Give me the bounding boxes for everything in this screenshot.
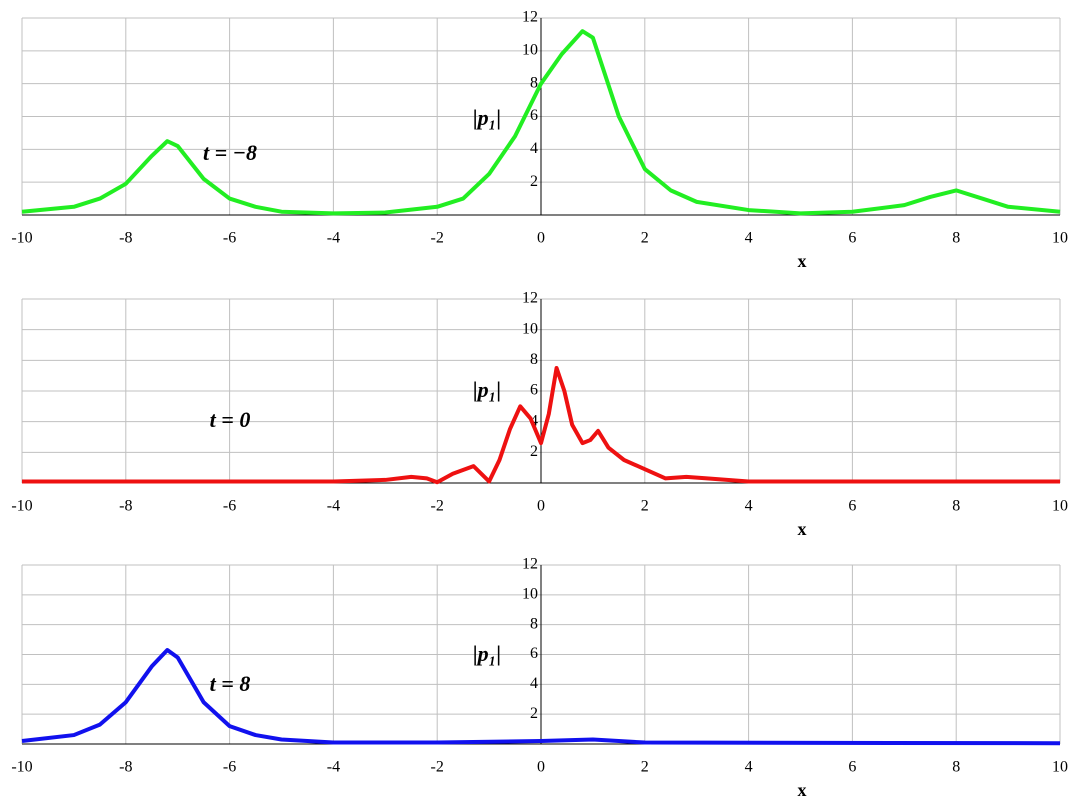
x-tick-label: -2 [431, 498, 444, 515]
y-tick-label: 6 [530, 382, 538, 399]
y-tick-label: 6 [530, 107, 538, 124]
data-line [22, 366, 1060, 485]
x-tick-label: 10 [1052, 759, 1068, 776]
x-tick-label: 2 [641, 230, 649, 247]
x-tick-label: 0 [537, 759, 545, 776]
x-tick-label: -2 [431, 230, 444, 247]
x-tick-label: -10 [11, 498, 32, 515]
x-tick-label: -4 [327, 759, 340, 776]
x-tick-label: -8 [119, 759, 132, 776]
x-tick-label: -8 [119, 498, 132, 515]
x-axis-label: x [798, 519, 807, 539]
x-tick-label: 0 [537, 498, 545, 515]
x-tick-label: 8 [952, 759, 960, 776]
x-tick-label: -2 [431, 759, 444, 776]
x-tick-label: 4 [745, 759, 753, 776]
y-tick-label: 10 [522, 42, 538, 59]
x-tick-label: 10 [1052, 230, 1068, 247]
y-tick-label: 10 [522, 320, 538, 337]
y-axis-label: |p₁| [473, 641, 501, 666]
y-tick-label: 8 [530, 351, 538, 368]
y-tick-label: 8 [530, 74, 538, 91]
y-axis-label: |p₁| [473, 105, 501, 130]
x-tick-label: 4 [745, 498, 753, 515]
x-tick-label: -10 [11, 230, 32, 247]
x-axis-label: x [798, 251, 807, 271]
y-tick-label: 12 [522, 556, 538, 573]
y-axis-label: |p₁| [473, 377, 501, 402]
x-axis-label: x [798, 780, 807, 800]
x-tick-label: 2 [641, 498, 649, 515]
y-tick-label: 6 [530, 645, 538, 662]
annotation: t = 0 [210, 407, 251, 432]
x-tick-label: 2 [641, 759, 649, 776]
x-tick-label: -6 [223, 230, 236, 247]
y-tick-label: 12 [522, 290, 538, 307]
y-tick-label: 4 [530, 140, 538, 157]
y-tick-label: 4 [530, 412, 538, 429]
x-tick-label: 10 [1052, 498, 1068, 515]
x-tick-label: 8 [952, 230, 960, 247]
x-tick-label: -6 [223, 498, 236, 515]
y-tick-label: 10 [522, 586, 538, 603]
y-tick-label: 4 [530, 675, 538, 692]
x-tick-label: -4 [327, 230, 340, 247]
x-tick-label: 0 [537, 230, 545, 247]
y-tick-label: 8 [530, 615, 538, 632]
y-tick-label: 12 [522, 9, 538, 26]
y-tick-label: 2 [530, 705, 538, 722]
data-line [21, 29, 1061, 216]
x-tick-label: -6 [223, 759, 236, 776]
x-tick-label: -4 [327, 498, 340, 515]
annotation: t = 8 [210, 671, 251, 696]
x-tick-label: 6 [848, 759, 856, 776]
data-line [21, 648, 1061, 746]
y-tick-label: 2 [530, 443, 538, 460]
y-tick-label: 2 [530, 173, 538, 190]
x-tick-label: 8 [952, 498, 960, 515]
x-tick-label: 6 [848, 498, 856, 515]
annotation: t = −8 [203, 140, 257, 165]
x-tick-label: -10 [11, 759, 32, 776]
x-tick-label: 6 [848, 230, 856, 247]
x-tick-label: 4 [745, 230, 753, 247]
x-tick-label: -8 [119, 230, 132, 247]
